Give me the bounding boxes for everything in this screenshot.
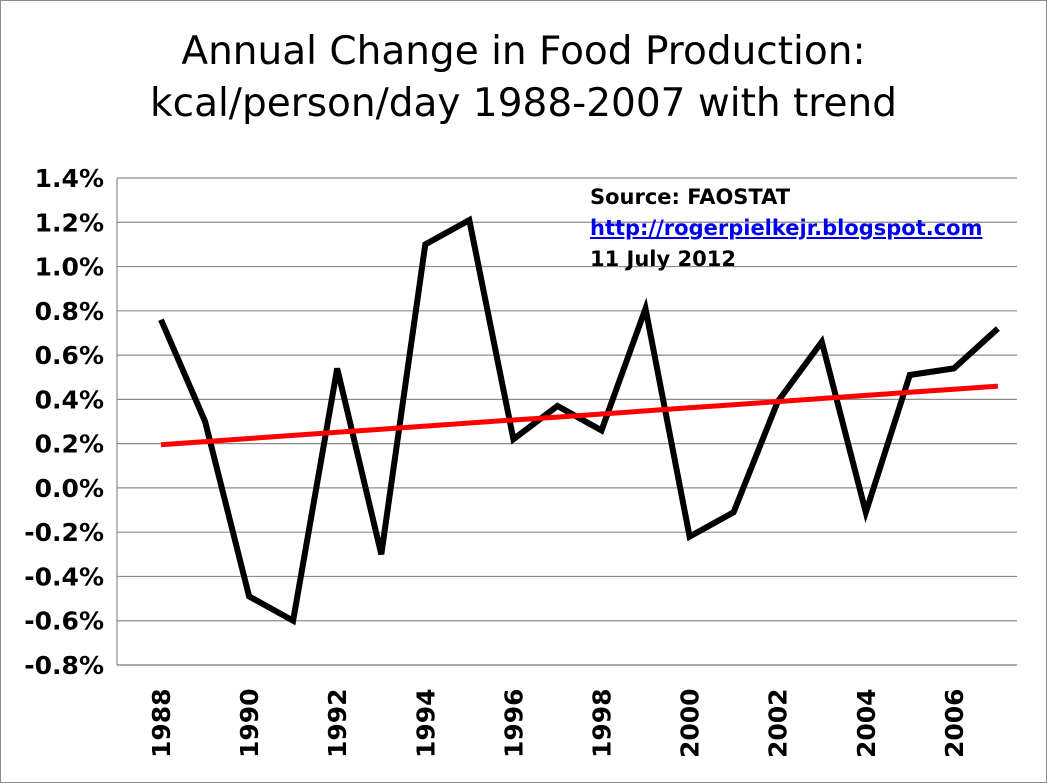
chart-title: Annual Change in Food Production: kcal/p…: [0, 26, 1047, 130]
x-tick-label: 1994: [411, 688, 440, 758]
x-tick-label: 2004: [852, 688, 881, 758]
y-tick-label: 0.4%: [35, 385, 104, 414]
source-annotations: Source: FAOSTAT http://rogerpielkejr.blo…: [590, 182, 983, 275]
x-tick-label: 1990: [235, 688, 264, 758]
y-tick-labels: 1.4% 1.2% 1.0% 0.8% 0.6% 0.4% 0.2% 0.0% -0.2% -0.…: [24, 164, 104, 680]
x-tick-label: 1998: [588, 688, 617, 758]
x-tick-label: 1992: [323, 688, 352, 758]
source-text: Source: FAOSTAT: [590, 185, 791, 209]
x-tick-label: 2000: [676, 688, 705, 758]
y-tick-label: 1.4%: [35, 164, 104, 193]
chart-title-line-2: kcal/person/day 1988-2007 with trend: [150, 81, 897, 126]
x-tick-labels: 1988 1990 1992 1994 1996 1998 2000 2002 2004 2006: [147, 688, 969, 758]
y-tick-label: -0.6%: [24, 607, 104, 636]
grid-lines: [117, 177, 1017, 666]
y-tick-label: 0.8%: [35, 297, 104, 326]
y-tick-label: 1.2%: [35, 208, 104, 237]
y-tick-label: -0.8%: [24, 651, 104, 680]
x-tick-label: 1988: [147, 688, 176, 758]
y-tick-label: 0.2%: [35, 430, 104, 459]
y-tick-label: 0.6%: [35, 341, 104, 370]
blog-link[interactable]: http://rogerpielkejr.blogspot.com: [590, 216, 983, 240]
x-tick-label: 1996: [499, 688, 528, 758]
y-tick-label: 1.0%: [35, 253, 104, 282]
series-line-annual-change: [158, 215, 1000, 626]
x-tick-label: 2006: [940, 688, 969, 758]
y-tick-label: -0.2%: [24, 518, 104, 547]
series-line-trend: [160, 383, 999, 448]
chart-title-line-1: Annual Change in Food Production:: [181, 29, 866, 74]
x-tick-label: 2002: [764, 688, 793, 758]
y-tick-label: -0.4%: [24, 562, 104, 591]
axes: [116, 178, 1017, 666]
y-tick-label: 0.0%: [35, 474, 104, 503]
date-text: 11 July 2012: [590, 247, 736, 271]
series-lines: [158, 215, 1000, 626]
